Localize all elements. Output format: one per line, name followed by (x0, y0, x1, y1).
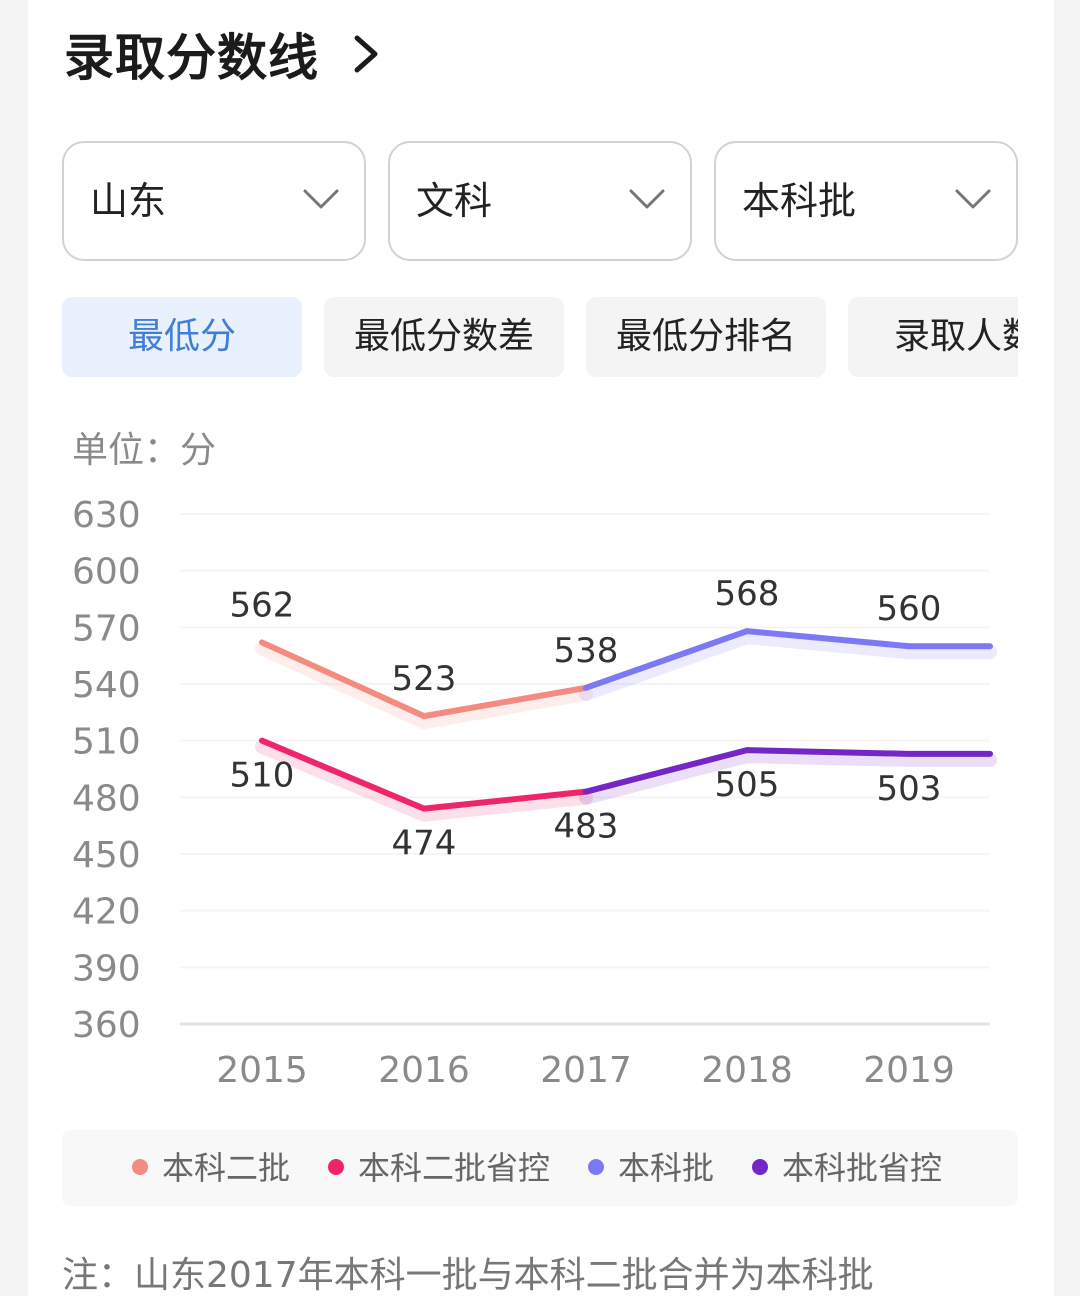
score-line-chart: 单位：分 630 600 570 540 510 480 450 420 390 360 2015 20… (72, 430, 997, 1091)
x-tick-label: 2019 (863, 1050, 955, 1091)
section-title: 录取分数线 (64, 29, 319, 87)
province-select-value: 山东 (90, 179, 167, 223)
y-tick-label: 420 (72, 892, 141, 933)
tab-admission-count[interactable]: 录取人数 (848, 297, 1018, 377)
y-tick-label: 630 (72, 495, 141, 536)
series-shadow (579, 630, 997, 701)
y-tick-label: 540 (72, 665, 141, 706)
data-label: 505 (715, 765, 780, 805)
batch-select-value: 本科批 (742, 179, 857, 223)
series-shadow (255, 739, 593, 822)
legend-dot (328, 1159, 344, 1175)
y-tick-label: 390 (72, 948, 141, 989)
series-shadow (255, 641, 593, 730)
legend-item-bk[interactable]: 本科批 (588, 1130, 714, 1206)
y-tick-label: 510 (72, 722, 141, 763)
legend-label: 本科批省控 (782, 1149, 943, 1187)
chevron-right-icon[interactable] (351, 34, 381, 74)
legend-item-bk-provincial[interactable]: 本科批省控 (752, 1130, 942, 1206)
tab-min-score-rank[interactable]: 最低分排名 (586, 297, 826, 377)
filter-selects: 山东 文科 本科批 (62, 141, 1018, 261)
subject-select-value: 文科 (416, 179, 493, 223)
legend-dot (588, 1159, 604, 1175)
legend-label: 本科二批 (162, 1149, 291, 1187)
data-label: 483 (554, 807, 619, 847)
chart-legend: 本科二批 本科二批省控 本科批 本科批省控 (62, 1130, 1018, 1206)
chart-unit-label: 单位：分 (72, 430, 216, 471)
chevron-down-icon (955, 189, 991, 209)
admission-score-card: 录取分数线 山东 文科 本科批 最低分 最低分数差 最低分排名 录取人数 (28, 0, 1054, 1296)
x-tick-label: 2017 (540, 1050, 632, 1091)
legend-item-bk2[interactable]: 本科二批 (132, 1130, 290, 1206)
series-line-3 (583, 747, 993, 795)
series-line-1 (259, 737, 589, 812)
legend-dot (132, 1159, 148, 1175)
legend-label: 本科二批省控 (358, 1149, 551, 1187)
data-label: 510 (230, 756, 295, 796)
metric-tabs: 最低分 最低分数差 最低分排名 录取人数 (62, 297, 1018, 377)
batch-select[interactable]: 本科批 (714, 141, 1018, 261)
data-label: 503 (877, 769, 942, 809)
x-tick-label: 2018 (701, 1050, 793, 1091)
footnote: 注：山东2017年本科一批与本科二批合并为本科批 (62, 1255, 874, 1296)
chevron-down-icon (629, 189, 665, 209)
chevron-down-icon (303, 189, 339, 209)
y-tick-label: 360 (72, 1005, 141, 1046)
y-tick-label: 600 (72, 552, 141, 593)
data-label: 560 (877, 589, 942, 629)
legend-item-bk2-provincial[interactable]: 本科二批省控 (328, 1130, 550, 1206)
section-header[interactable]: 录取分数线 (64, 18, 381, 90)
tab-min-score-diff[interactable]: 最低分数差 (324, 297, 564, 377)
x-tick-label: 2016 (378, 1050, 470, 1091)
province-select[interactable]: 山东 (62, 141, 366, 261)
x-tick-label: 2015 (216, 1050, 308, 1091)
series-shadow (579, 749, 997, 805)
data-label: 568 (715, 574, 780, 614)
legend-dot (752, 1159, 768, 1175)
subject-select[interactable]: 文科 (388, 141, 692, 261)
tab-min-score[interactable]: 最低分 (62, 297, 302, 377)
data-label: 474 (392, 824, 457, 864)
data-label: 538 (554, 631, 619, 671)
y-tick-label: 480 (72, 778, 141, 819)
series-line-0 (259, 639, 589, 720)
y-tick-label: 450 (72, 835, 141, 876)
series-line-2 (583, 628, 993, 691)
legend-label: 本科批 (618, 1149, 715, 1187)
y-tick-label: 570 (72, 608, 141, 649)
data-label: 562 (230, 585, 295, 625)
data-label: 523 (392, 659, 457, 699)
